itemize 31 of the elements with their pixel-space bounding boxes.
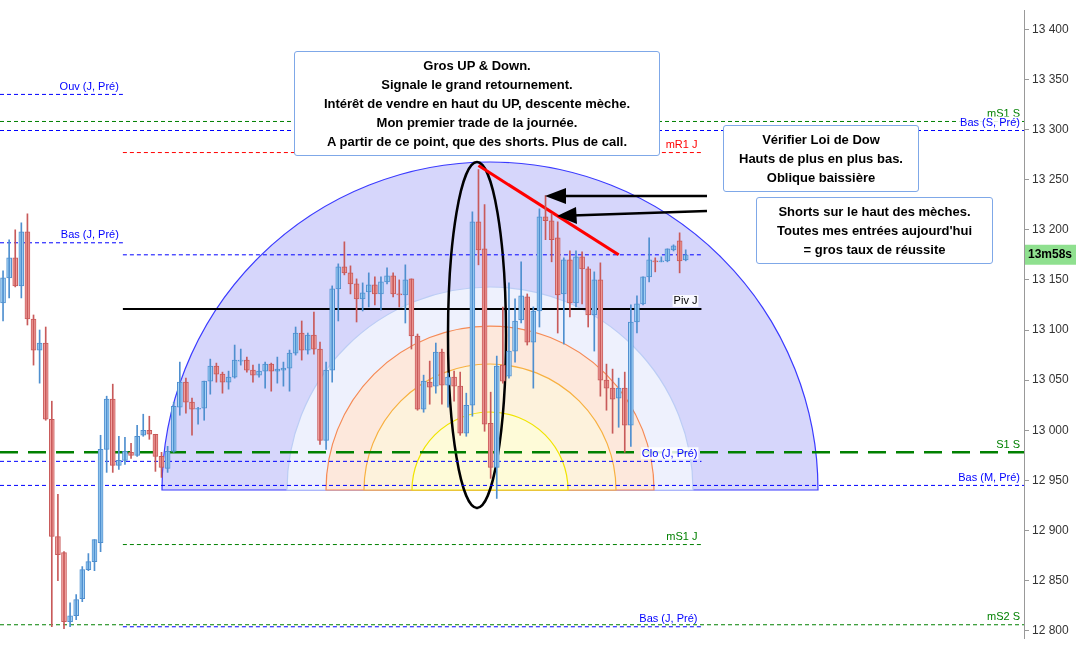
y-tick-label: 13 100 — [1032, 322, 1070, 337]
y-tick-label: 13 000 — [1032, 422, 1070, 437]
y-tick-label: 12 800 — [1032, 623, 1070, 638]
candlestick — [396, 279, 403, 308]
ref-line-label: mR1 J — [665, 138, 698, 151]
note-box: Shorts sur le haut des mèches. Toutes mes entrées aujourd'hui = gros taux de réussite — [756, 197, 993, 264]
y-tick-label: 13 400 — [1032, 21, 1070, 36]
note-box: Gros UP & Down. Signale le grand retournement. Intérêt de vendre en haut du UP, descente mèche. Mon premier trade de la journée. A partir de ce point, que des shorts. Plus de call. — [294, 51, 660, 156]
ref-line-label: Ouv (J, Pré) — [59, 79, 119, 92]
ref-line-label: S1 S — [996, 437, 1020, 450]
y-tick-label: 12 900 — [1032, 522, 1070, 537]
candlestick — [195, 406, 201, 425]
y-tick-label: 13 150 — [1032, 272, 1070, 287]
ref-line-label: Piv J — [673, 294, 698, 307]
ref-line-label: Bas (S, Pré) — [960, 116, 1020, 129]
y-tick-label: 13 300 — [1032, 121, 1070, 136]
y-tick-label: 13 050 — [1032, 372, 1070, 387]
text: 13m58s — [1028, 247, 1073, 262]
ref-line-label: mS2 S — [986, 610, 1020, 623]
candlestick — [652, 257, 659, 273]
ref-line-label: Bas (J, Pré) — [60, 228, 119, 241]
ref-line-label: Bas (J, Pré) — [639, 612, 698, 625]
y-tick-label: 13 350 — [1032, 71, 1070, 86]
ref-line-label: Clo (J, Pré) — [641, 446, 698, 459]
y-tick-label: 12 850 — [1032, 572, 1070, 587]
y-tick-label: 12 950 — [1032, 472, 1070, 487]
ref-line-label: Bas (M, Pré) — [958, 470, 1020, 483]
y-tick-label: 13 250 — [1032, 171, 1070, 186]
note-box: Vérifier Loi de Dow Hauts de plus en plus bas. Oblique baissière — [723, 125, 919, 192]
y-tick-label: 13 200 — [1032, 222, 1070, 237]
ref-line-label: mS1 J — [666, 530, 698, 543]
